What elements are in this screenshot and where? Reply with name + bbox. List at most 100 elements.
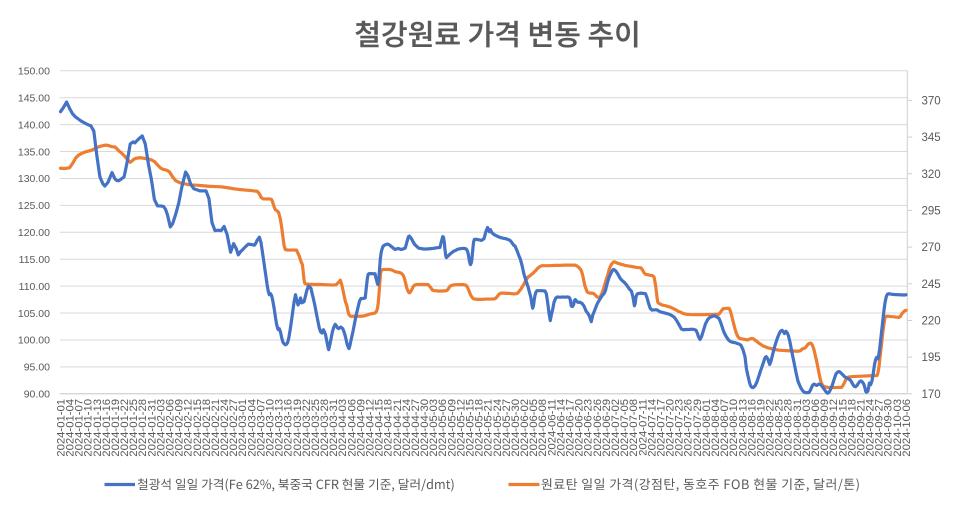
svg-text:2024-07-14: 2024-07-14 bbox=[646, 399, 658, 457]
svg-text:2024-08-04: 2024-08-04 bbox=[710, 399, 722, 457]
svg-text:2024-07-11: 2024-07-11 bbox=[637, 399, 649, 456]
svg-text:2024-07-26: 2024-07-26 bbox=[683, 399, 695, 457]
svg-text:140.00: 140.00 bbox=[18, 119, 50, 131]
svg-text:2024-08-10: 2024-08-10 bbox=[728, 399, 740, 457]
svg-text:135.00: 135.00 bbox=[18, 146, 50, 158]
svg-text:2024-04-09: 2024-04-09 bbox=[355, 399, 367, 457]
svg-text:105.00: 105.00 bbox=[18, 308, 50, 320]
svg-text:2024-03-01: 2024-03-01 bbox=[237, 399, 249, 457]
svg-text:150.00: 150.00 bbox=[18, 66, 50, 78]
svg-text:2024-07-17: 2024-07-17 bbox=[655, 399, 667, 457]
svg-text:115.00: 115.00 bbox=[19, 254, 50, 266]
svg-text:270: 270 bbox=[922, 242, 941, 254]
svg-text:2024-03-22: 2024-03-22 bbox=[301, 399, 313, 457]
svg-text:2024-09-09: 2024-09-09 bbox=[819, 399, 831, 457]
svg-text:2024-05-09: 2024-05-09 bbox=[446, 399, 458, 457]
svg-text:2024-08-25: 2024-08-25 bbox=[774, 399, 786, 457]
svg-text:2024-03-25: 2024-03-25 bbox=[310, 399, 322, 457]
svg-text:220: 220 bbox=[922, 315, 941, 327]
svg-text:2024-06-26: 2024-06-26 bbox=[592, 399, 604, 457]
svg-text:2024-01-04: 2024-01-04 bbox=[64, 399, 76, 457]
svg-text:2024-02-27: 2024-02-27 bbox=[228, 399, 240, 457]
svg-text:2024-04-12: 2024-04-12 bbox=[365, 399, 377, 457]
svg-text:320: 320 bbox=[922, 169, 941, 181]
svg-text:2024-10-03: 2024-10-03 bbox=[892, 399, 904, 457]
svg-text:2024-06-17: 2024-06-17 bbox=[565, 399, 577, 457]
svg-text:2024-03-07: 2024-03-07 bbox=[255, 399, 267, 457]
svg-text:170: 170 bbox=[922, 389, 941, 401]
svg-text:110.00: 110.00 bbox=[19, 281, 50, 293]
svg-text:2024-05-27: 2024-05-27 bbox=[501, 399, 513, 457]
svg-text:2024-04-15: 2024-04-15 bbox=[374, 399, 386, 457]
svg-text:2024-02-09: 2024-02-09 bbox=[174, 399, 186, 457]
svg-text:2024-07-29: 2024-07-29 bbox=[692, 399, 704, 457]
svg-text:2024-04-21: 2024-04-21 bbox=[392, 399, 404, 457]
svg-text:2024-07-02: 2024-07-02 bbox=[610, 399, 622, 457]
svg-text:2024-08-16: 2024-08-16 bbox=[746, 399, 758, 457]
svg-text:345: 345 bbox=[922, 132, 941, 144]
svg-text:2024-05-03: 2024-05-03 bbox=[428, 399, 440, 457]
svg-text:245: 245 bbox=[922, 279, 941, 291]
svg-text:2024-04-03: 2024-04-03 bbox=[337, 399, 349, 457]
svg-text:2024-01-10: 2024-01-10 bbox=[83, 399, 95, 457]
svg-text:2024-02-03: 2024-02-03 bbox=[155, 399, 167, 457]
svg-text:2024-05-15: 2024-05-15 bbox=[465, 399, 477, 457]
svg-text:2024-01-22: 2024-01-22 bbox=[119, 399, 131, 457]
svg-text:2024-06-14: 2024-06-14 bbox=[555, 399, 567, 457]
svg-text:2024-01-01: 2024-01-01 bbox=[55, 399, 67, 457]
svg-text:295: 295 bbox=[922, 205, 941, 217]
svg-text:2024-07-05: 2024-07-05 bbox=[619, 399, 631, 457]
svg-text:2024-09-12: 2024-09-12 bbox=[828, 399, 840, 457]
svg-text:2024-05-12: 2024-05-12 bbox=[455, 399, 467, 457]
svg-text:2024-10-06: 2024-10-06 bbox=[901, 399, 913, 457]
svg-text:2024-01-19: 2024-01-19 bbox=[110, 399, 122, 457]
svg-text:2024-02-15: 2024-02-15 bbox=[192, 399, 204, 457]
svg-text:2024-03-13: 2024-03-13 bbox=[274, 399, 286, 457]
svg-text:2024-08-28: 2024-08-28 bbox=[783, 399, 795, 457]
svg-text:2024-09-06: 2024-09-06 bbox=[810, 399, 822, 457]
svg-text:2024-03-10: 2024-03-10 bbox=[265, 399, 277, 457]
svg-text:195: 195 bbox=[922, 352, 941, 364]
svg-text:2024-09-27: 2024-09-27 bbox=[874, 399, 886, 457]
svg-text:2024-02-06: 2024-02-06 bbox=[165, 399, 177, 457]
svg-text:145.00: 145.00 bbox=[18, 92, 50, 104]
svg-text:90.00: 90.00 bbox=[24, 389, 50, 401]
svg-text:2024-08-07: 2024-08-07 bbox=[719, 399, 731, 457]
svg-text:2024-06-23: 2024-06-23 bbox=[583, 399, 595, 457]
svg-text:2024-01-25: 2024-01-25 bbox=[128, 399, 140, 457]
svg-text:2024-04-30: 2024-04-30 bbox=[419, 399, 431, 457]
svg-text:2024-04-06: 2024-04-06 bbox=[346, 399, 358, 457]
svg-text:2024-02-24: 2024-02-24 bbox=[219, 399, 231, 457]
svg-text:2024-08-01: 2024-08-01 bbox=[701, 399, 713, 457]
svg-text:2024-06-08: 2024-06-08 bbox=[537, 399, 549, 457]
svg-text:2024-08-19: 2024-08-19 bbox=[755, 399, 767, 457]
svg-text:2024-06-02: 2024-06-02 bbox=[519, 399, 531, 457]
svg-text:2024-04-24: 2024-04-24 bbox=[401, 399, 413, 457]
svg-text:95.00: 95.00 bbox=[24, 362, 50, 374]
svg-text:2024-03-31: 2024-03-31 bbox=[328, 399, 340, 457]
svg-text:2024-09-21: 2024-09-21 bbox=[855, 399, 867, 457]
svg-text:2024-09-18: 2024-09-18 bbox=[846, 399, 858, 457]
svg-text:2024-05-24: 2024-05-24 bbox=[492, 399, 504, 457]
svg-text:2024-06-20: 2024-06-20 bbox=[574, 399, 586, 457]
svg-text:2024-03-16: 2024-03-16 bbox=[283, 399, 295, 457]
svg-text:2024-08-31: 2024-08-31 bbox=[792, 399, 804, 457]
svg-text:2024-08-22: 2024-08-22 bbox=[765, 399, 777, 457]
svg-text:2024-09-15: 2024-09-15 bbox=[837, 399, 849, 457]
svg-text:2024-05-21: 2024-05-21 bbox=[483, 399, 495, 457]
svg-text:2024-01-07: 2024-01-07 bbox=[74, 399, 86, 457]
svg-text:2024-07-23: 2024-07-23 bbox=[674, 399, 686, 457]
svg-text:2024-06-11: 2024-06-11 bbox=[546, 399, 558, 456]
svg-text:120.00: 120.00 bbox=[18, 227, 50, 239]
svg-text:2024-03-28: 2024-03-28 bbox=[319, 399, 331, 457]
svg-text:2024-01-31: 2024-01-31 bbox=[146, 399, 158, 457]
svg-text:2024-09-24: 2024-09-24 bbox=[865, 399, 877, 457]
svg-text:2024-07-20: 2024-07-20 bbox=[665, 399, 677, 457]
svg-text:2024-07-08: 2024-07-08 bbox=[628, 399, 640, 457]
svg-text:2024-01-16: 2024-01-16 bbox=[101, 399, 113, 457]
svg-text:2024-02-12: 2024-02-12 bbox=[183, 399, 195, 457]
svg-text:2024-01-13: 2024-01-13 bbox=[92, 399, 104, 457]
svg-text:2024-02-18: 2024-02-18 bbox=[201, 399, 213, 457]
svg-text:100.00: 100.00 bbox=[18, 335, 50, 347]
svg-text:2024-03-04: 2024-03-04 bbox=[246, 399, 258, 457]
